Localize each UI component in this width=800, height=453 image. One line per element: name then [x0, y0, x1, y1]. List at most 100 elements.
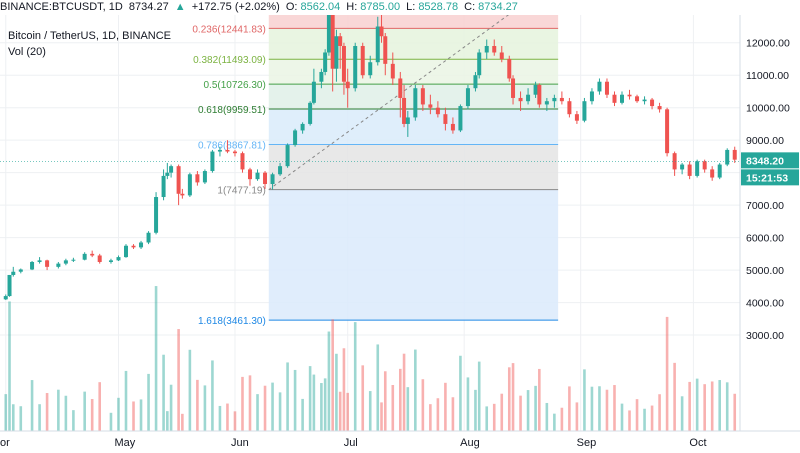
candle-body: [37, 260, 42, 262]
candle-body: [725, 149, 730, 165]
volume-bar: [218, 405, 222, 431]
volume-bar: [286, 362, 289, 431]
volume-bar: [278, 392, 282, 431]
volume-bar: [534, 385, 537, 431]
candle-body: [484, 45, 489, 53]
volume-bar: [477, 361, 481, 431]
candle-body: [533, 84, 538, 95]
series-title[interactable]: Bitcoin / TetherUS, 1D, BINANCE: [8, 30, 172, 42]
price-tick-label: 10000.00: [746, 103, 790, 115]
candle-body: [390, 63, 395, 79]
volume-bar: [474, 389, 477, 431]
candle-body: [345, 81, 350, 89]
candle-body: [195, 174, 200, 183]
candle-body: [139, 242, 144, 248]
volume-bar: [177, 329, 180, 431]
candle-body: [56, 263, 61, 267]
volume-bar: [64, 395, 68, 431]
volume-bar: [57, 389, 60, 431]
candle-body: [507, 58, 512, 79]
candle-body: [176, 166, 181, 194]
symbol-label[interactable]: BINANCE:BTCUSDT, 1D: [0, 1, 123, 13]
volume-bar: [590, 386, 594, 431]
volume-bar: [8, 301, 11, 431]
fib-zone: [268, 15, 559, 29]
close-value: 8734.27: [478, 1, 518, 13]
candle-body: [589, 91, 594, 102]
volume-bar: [673, 362, 676, 431]
volume-bar: [293, 369, 297, 431]
volume-bar: [519, 395, 522, 431]
candle-body: [620, 94, 625, 103]
volume-bar: [256, 394, 259, 431]
volume-bar: [500, 393, 504, 431]
candle-body: [131, 245, 136, 248]
last-price-box: [741, 152, 799, 169]
candle-body: [435, 107, 440, 115]
volume-bar: [399, 368, 402, 431]
volume-bar: [38, 404, 41, 431]
last-price-label: 8348.20: [746, 155, 784, 167]
volume-bar: [30, 380, 34, 431]
volume-bar: [695, 378, 699, 431]
candle-body: [108, 260, 113, 262]
candle-body: [526, 94, 531, 102]
volume-bar: [725, 382, 729, 431]
volume-bar: [575, 402, 579, 431]
candle-body: [473, 75, 478, 89]
candle-body: [71, 259, 76, 261]
time-tick-label: Oct: [689, 437, 706, 449]
volume-bar: [421, 379, 425, 431]
candle-body: [353, 45, 358, 89]
volume-bar: [545, 402, 549, 431]
fib-level-label: 0.786(8867.81): [198, 140, 266, 151]
candle-body: [338, 36, 343, 46]
candle-body: [18, 269, 23, 272]
candle-body: [3, 296, 8, 300]
price-tick-label: 4000.00: [746, 298, 784, 310]
candle-body: [330, 15, 335, 69]
low-value: 8528.78: [418, 1, 459, 13]
candle-body: [413, 88, 418, 118]
price-tick-label: 12000.00: [746, 38, 790, 50]
volume-bar: [368, 391, 372, 431]
volume-bar: [560, 407, 564, 431]
candle-body: [680, 164, 685, 170]
volume-bar: [635, 399, 639, 431]
candle-body: [30, 261, 35, 270]
candle-body: [465, 88, 470, 107]
fib-level-label: 1.618(3461.30): [198, 316, 266, 327]
fib-level-label: 0.618(9959.51): [198, 105, 266, 116]
candle-body: [567, 101, 572, 115]
volume-bar: [147, 373, 150, 431]
candle-body: [116, 257, 121, 261]
candle-body: [612, 94, 617, 103]
price-chart[interactable]: 0(13975.40)0.236(12441.83)0.382(11493.09…: [0, 15, 800, 453]
candle-body: [657, 106, 662, 110]
volume-bar: [90, 399, 94, 431]
volume-bar: [703, 384, 706, 431]
volume-bar: [188, 349, 192, 431]
candle-body: [368, 62, 373, 76]
volume-bar: [391, 385, 395, 431]
volume-bar: [132, 401, 135, 431]
candle-body: [383, 36, 388, 64]
candle-body: [161, 175, 166, 198]
high-value: 8785.00: [360, 1, 401, 13]
price-tick-label: 9000.00: [746, 135, 784, 147]
volume-bar: [511, 363, 515, 431]
candle-body: [511, 78, 516, 98]
time-tick-label: Sep: [577, 437, 597, 449]
price-tick-label: 3000.00: [746, 330, 784, 342]
volume-bar: [203, 385, 207, 431]
volume-bar: [320, 383, 323, 431]
time-tick-label: or: [0, 437, 10, 449]
candle-body: [7, 274, 12, 297]
volume-indicator-label[interactable]: Vol (20): [8, 46, 46, 58]
change-value: +172.75 (+2.02%): [191, 1, 280, 13]
candle-body: [323, 52, 328, 72]
candle-body: [154, 197, 159, 233]
volume-bar: [459, 355, 462, 431]
time-axis-bg: [0, 431, 800, 453]
volume-bar: [312, 374, 316, 431]
